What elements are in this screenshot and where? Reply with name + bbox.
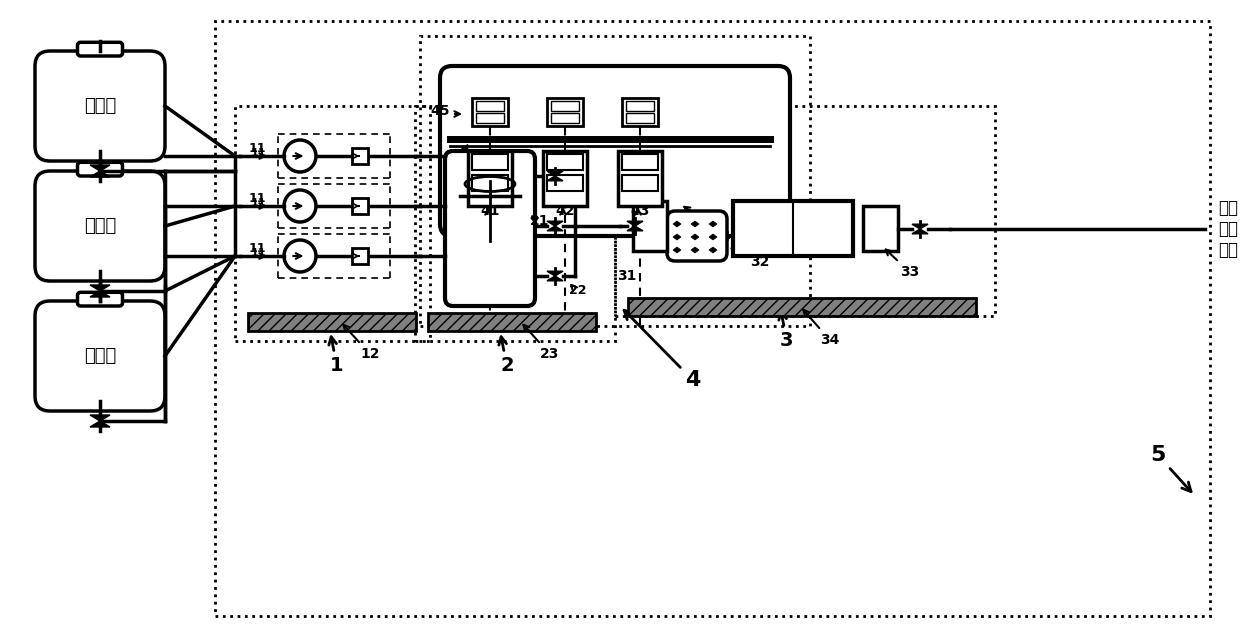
Polygon shape <box>627 226 644 231</box>
Polygon shape <box>547 271 563 276</box>
Bar <box>626 113 653 123</box>
Text: 11: 11 <box>250 198 265 208</box>
Text: 11: 11 <box>250 148 265 158</box>
Polygon shape <box>691 234 699 240</box>
Bar <box>472 154 508 170</box>
Polygon shape <box>91 291 110 297</box>
Bar <box>236 106 430 341</box>
Text: 11: 11 <box>250 248 265 258</box>
Bar <box>733 201 853 256</box>
Bar <box>551 113 579 123</box>
Polygon shape <box>547 226 563 231</box>
Text: 42: 42 <box>556 204 575 218</box>
FancyBboxPatch shape <box>35 301 165 411</box>
Text: 储液罐: 储液罐 <box>84 217 117 235</box>
FancyBboxPatch shape <box>35 51 165 161</box>
FancyBboxPatch shape <box>445 151 534 306</box>
Bar <box>622 175 658 191</box>
Text: 45: 45 <box>430 104 450 118</box>
Polygon shape <box>91 165 110 171</box>
Text: 2: 2 <box>498 337 513 375</box>
Text: 22: 22 <box>569 284 587 298</box>
Text: 12: 12 <box>343 325 379 361</box>
FancyBboxPatch shape <box>77 293 123 306</box>
Text: 11: 11 <box>248 242 265 254</box>
Bar <box>472 175 508 191</box>
Polygon shape <box>547 276 563 281</box>
Text: 1: 1 <box>329 337 343 375</box>
Text: 23: 23 <box>523 325 559 361</box>
Text: 连接
注水
井口: 连接 注水 井口 <box>1218 199 1238 259</box>
Bar <box>626 101 653 111</box>
Polygon shape <box>911 225 928 229</box>
Text: 33: 33 <box>885 249 919 279</box>
Text: 11: 11 <box>248 191 265 205</box>
Bar <box>618 151 662 206</box>
Text: 32: 32 <box>732 248 769 269</box>
Text: 44: 44 <box>445 146 467 174</box>
Polygon shape <box>91 415 110 421</box>
Text: 4: 4 <box>624 310 701 390</box>
Bar <box>551 101 579 111</box>
Bar <box>352 198 368 214</box>
Polygon shape <box>673 247 681 253</box>
Text: 46: 46 <box>684 207 739 244</box>
Polygon shape <box>673 221 681 227</box>
Text: 21: 21 <box>531 214 549 228</box>
Bar <box>428 313 596 331</box>
Bar <box>622 154 658 170</box>
Bar <box>476 113 503 123</box>
Bar <box>352 248 368 264</box>
Bar <box>215 21 1210 616</box>
Text: 5: 5 <box>1149 445 1192 492</box>
Bar <box>547 98 583 126</box>
Bar <box>863 206 898 251</box>
Polygon shape <box>547 176 563 181</box>
Polygon shape <box>911 229 928 234</box>
FancyBboxPatch shape <box>35 171 165 281</box>
Bar <box>467 151 512 206</box>
Polygon shape <box>709 247 717 253</box>
Bar <box>352 148 368 164</box>
Bar <box>476 101 503 111</box>
Polygon shape <box>91 285 110 291</box>
Bar <box>547 154 583 170</box>
Text: 11: 11 <box>248 141 265 155</box>
Bar <box>415 106 615 341</box>
Bar <box>615 106 994 316</box>
Bar <box>632 201 667 251</box>
Bar <box>420 36 810 326</box>
Text: 34: 34 <box>804 310 839 347</box>
FancyBboxPatch shape <box>77 43 123 56</box>
Text: 31: 31 <box>618 269 636 283</box>
Bar <box>248 313 415 331</box>
Polygon shape <box>547 221 563 226</box>
Polygon shape <box>547 171 563 176</box>
Polygon shape <box>627 221 644 226</box>
Polygon shape <box>91 421 110 427</box>
Polygon shape <box>691 221 699 227</box>
FancyBboxPatch shape <box>77 162 123 176</box>
FancyBboxPatch shape <box>440 66 790 236</box>
Text: 41: 41 <box>480 204 500 218</box>
Bar <box>543 151 587 206</box>
Text: 储液罐: 储液罐 <box>84 97 117 115</box>
FancyBboxPatch shape <box>667 211 727 261</box>
Polygon shape <box>709 234 717 240</box>
Bar <box>622 98 658 126</box>
Bar <box>627 298 976 316</box>
Bar <box>547 175 583 191</box>
Polygon shape <box>673 234 681 240</box>
Text: 储液罐: 储液罐 <box>84 347 117 365</box>
Text: 43: 43 <box>630 204 650 218</box>
Text: 3: 3 <box>779 312 794 350</box>
Bar <box>472 98 508 126</box>
Polygon shape <box>91 171 110 177</box>
Polygon shape <box>691 247 699 253</box>
Polygon shape <box>709 221 717 227</box>
